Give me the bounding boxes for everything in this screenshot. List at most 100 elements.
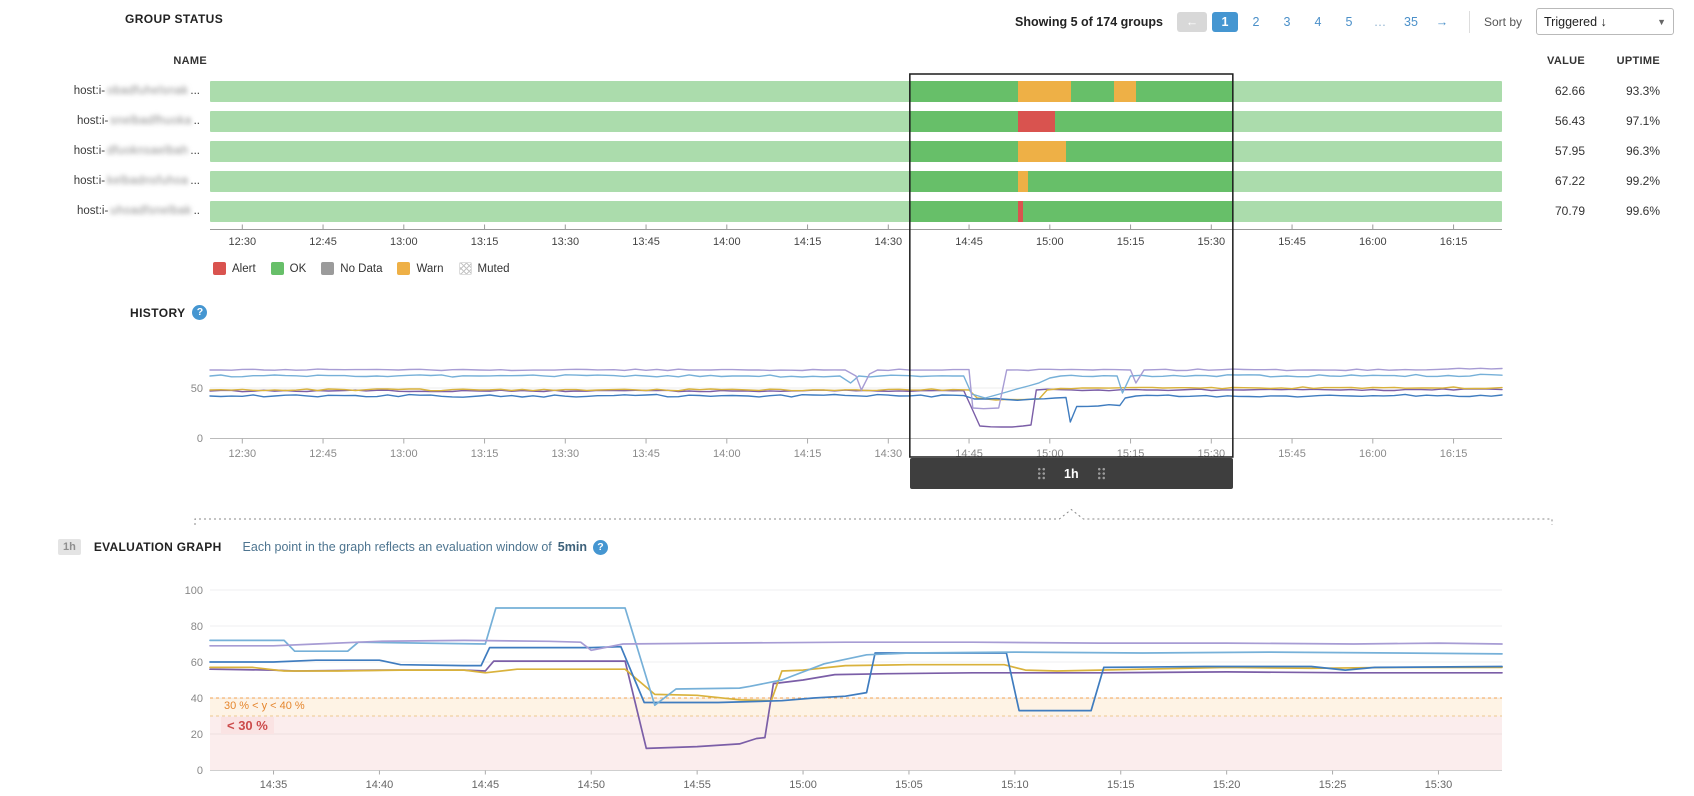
host-name-ellipsis: ... (190, 175, 200, 187)
evaluation-section-header: 1h EVALUATION GRAPH Each point in the gr… (58, 539, 608, 555)
pagination: ← 1 2 3 4 5 … 35 → (1176, 11, 1455, 32)
svg-text:13:45: 13:45 (632, 236, 660, 248)
value-column-header: VALUE (1547, 55, 1585, 67)
legend-label: No Data (340, 262, 383, 275)
svg-text:14:15: 14:15 (794, 448, 822, 460)
svg-text:14:45: 14:45 (955, 236, 983, 248)
evaluation-window-badge: 1h (58, 539, 81, 555)
host-name-ellipsis: .. (193, 205, 200, 217)
svg-text:14:45: 14:45 (472, 779, 500, 791)
svg-text:15:05: 15:05 (895, 779, 923, 791)
host-name-ellipsis: .. (193, 115, 200, 127)
host-id-redacted: snelbadfhuoka (110, 115, 192, 127)
pagination-page-1[interactable]: 1 (1211, 11, 1238, 32)
host-name-ellipsis: ... (190, 85, 200, 97)
selection-fade-right (1232, 79, 1502, 225)
svg-text:16:15: 16:15 (1440, 236, 1468, 248)
status-segment-warn (1114, 81, 1136, 102)
status-segment-warn (1017, 141, 1066, 162)
svg-text:14:35: 14:35 (260, 779, 288, 791)
help-icon[interactable]: ? (592, 539, 608, 555)
legend-swatch (397, 262, 411, 275)
status-legend: Alert OK No Data Warn Muted (213, 262, 510, 275)
host-name[interactable]: host:i-snelbadfhuoka.. (0, 111, 200, 132)
name-column-header: NAME (173, 55, 207, 67)
legend-label: Muted (477, 262, 510, 275)
legend-label: Alert (232, 262, 256, 275)
svg-text:16:00: 16:00 (1359, 448, 1387, 460)
legend-swatch (321, 262, 335, 275)
svg-text:0: 0 (197, 765, 203, 777)
svg-text:15:30: 15:30 (1198, 236, 1226, 248)
header-controls: Showing 5 of 174 groups ← 1 2 3 4 5 … 35 → Sort … (1015, 8, 1674, 35)
sort-by-label: Sort by (1483, 14, 1522, 29)
group-value: 70.79 (1554, 204, 1585, 218)
host-name[interactable]: host:i-dfuoknsaelbah... (0, 141, 200, 162)
drag-handle-icon[interactable] (1096, 467, 1106, 480)
host-id-redacted: kelbadnsfuhoa (107, 175, 189, 187)
svg-text:15:00: 15:00 (789, 779, 817, 791)
svg-text:14:30: 14:30 (875, 236, 903, 248)
host-id-redacted: uhoadfsnelbak (110, 205, 192, 217)
host-name[interactable]: host:i-obadfuhelsnak... (0, 81, 200, 102)
status-segment-warn (1017, 81, 1072, 102)
help-icon[interactable]: ? (192, 305, 208, 320)
svg-text:13:30: 13:30 (552, 236, 580, 248)
legend-label: OK (289, 262, 307, 275)
svg-text:14:00: 14:00 (713, 448, 741, 460)
svg-text:12:45: 12:45 (309, 448, 337, 460)
selection-duration-label: 1h (1064, 466, 1079, 481)
svg-text:15:00: 15:00 (1036, 236, 1064, 248)
drag-handle-icon[interactable] (1037, 467, 1047, 480)
group-value: 56.43 (1554, 114, 1585, 128)
host-id-redacted: obadfuhelsnak (107, 85, 189, 97)
svg-text:80: 80 (191, 621, 203, 633)
pagination-page-5[interactable]: 5 (1345, 14, 1353, 29)
svg-text:14:50: 14:50 (577, 779, 605, 791)
svg-text:13:00: 13:00 (390, 448, 418, 460)
pagination-ellipsis: … (1373, 14, 1387, 29)
svg-text:16:15: 16:15 (1440, 448, 1468, 460)
svg-text:60: 60 (191, 657, 203, 669)
svg-text:12:30: 12:30 (229, 448, 257, 460)
history-section-header: HISTORY ? (130, 305, 208, 320)
uptime-column-header: UPTIME (1616, 55, 1660, 67)
subtitle-text: Each point in the graph reflects an eval… (242, 540, 552, 554)
group-uptime: 93.3% (1625, 84, 1660, 98)
svg-text:15:25: 15:25 (1319, 779, 1347, 791)
legend-item-warn: Warn (397, 262, 444, 275)
host-name-prefix: host:i- (76, 205, 109, 217)
pagination-page-35[interactable]: 35 (1404, 14, 1418, 29)
pagination-page-4[interactable]: 4 (1314, 14, 1322, 29)
host-name[interactable]: host:i-uhoadfsnelbak.. (0, 201, 200, 222)
svg-text:13:15: 13:15 (471, 236, 499, 248)
warn-threshold-label: 30 % < y < 40 % (221, 700, 308, 712)
group-uptime: 99.2% (1625, 174, 1660, 188)
legend-item-no-data: No Data (321, 262, 382, 275)
svg-text:20: 20 (191, 729, 203, 741)
host-name[interactable]: host:i-kelbadnsfuhoa... (0, 171, 200, 192)
legend-swatch (213, 262, 226, 275)
sort-dropdown[interactable]: Triggered ↓ ▼ (1536, 8, 1674, 35)
time-selection-handle[interactable]: 1h (909, 458, 1233, 489)
pagination-page-2[interactable]: 2 (1252, 14, 1260, 29)
status-segment-warn (1017, 171, 1029, 192)
selection-fade-left (210, 79, 910, 225)
svg-text:14:40: 14:40 (366, 779, 394, 791)
pagination-page-3[interactable]: 3 (1283, 14, 1291, 29)
pagination-prev-button[interactable]: ← (1176, 11, 1207, 32)
evaluation-graph-title: EVALUATION GRAPH (93, 540, 222, 554)
legend-item-muted: Muted (458, 262, 510, 275)
host-name-ellipsis: ... (190, 145, 200, 157)
svg-text:14:55: 14:55 (683, 779, 711, 791)
svg-text:14:30: 14:30 (875, 448, 903, 460)
svg-text:15:20: 15:20 (1213, 779, 1241, 791)
pagination-next-button[interactable]: → (1435, 14, 1449, 29)
alert-threshold-label: < 30 % (221, 717, 274, 734)
svg-text:15:10: 15:10 (1001, 779, 1029, 791)
svg-text:16:00: 16:00 (1359, 236, 1387, 248)
evaluation-graph-subtitle: Each point in the graph reflects an eval… (242, 539, 608, 555)
svg-text:15:45: 15:45 (1278, 236, 1306, 248)
legend-swatch (270, 262, 284, 275)
